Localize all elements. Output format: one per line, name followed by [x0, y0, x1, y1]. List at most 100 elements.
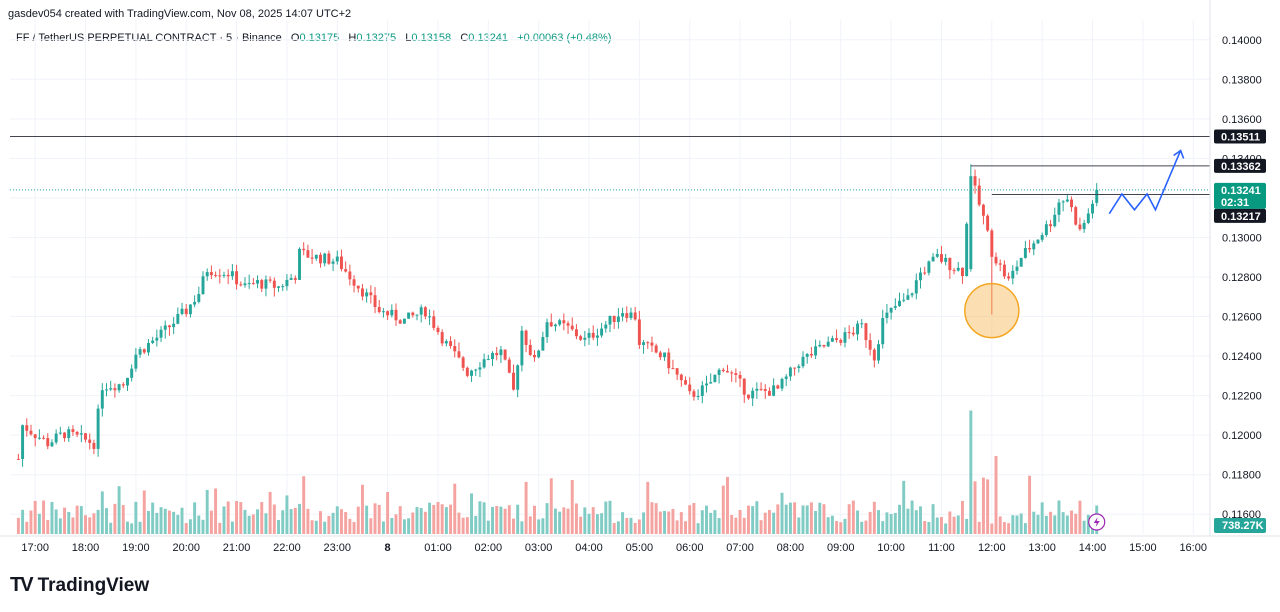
volume-bar [1015, 515, 1019, 534]
volume-bar [356, 506, 360, 534]
symbol-name[interactable]: FF / TetherUS PERPETUAL CONTRACT · 5 · B… [16, 32, 282, 44]
candle-body [751, 390, 755, 399]
volume-tag-bg [1214, 518, 1266, 533]
candle-body [721, 369, 725, 372]
candle-body [562, 320, 566, 324]
volume-bar [822, 504, 826, 534]
volume-bar [117, 486, 121, 534]
volume-bar [977, 521, 981, 534]
volume-bar [176, 514, 180, 534]
volume-bar [209, 510, 213, 534]
tradingview-logo[interactable]: TV TradingView [10, 574, 149, 597]
candle-body [352, 279, 356, 286]
candle-body [914, 280, 918, 294]
candle-body [235, 271, 239, 285]
candle-body [960, 267, 964, 277]
volume-bar [503, 508, 507, 534]
candle-body [755, 388, 759, 391]
candle-body [226, 274, 230, 277]
candle-body [155, 337, 159, 341]
high-label: H [348, 32, 357, 44]
candle-body [79, 433, 83, 435]
open-value: 0.13175 [299, 32, 340, 44]
volume-bar [184, 523, 188, 534]
volume-bar [935, 517, 939, 534]
volume-bar [1086, 514, 1090, 534]
close-label: C [460, 32, 469, 44]
candle-body [616, 316, 620, 322]
candle-body [826, 341, 830, 347]
candle-body [1091, 203, 1094, 214]
candle-body [797, 366, 801, 368]
time-tick-label: 8 [385, 542, 391, 554]
candle-body [256, 280, 260, 284]
volume-bar [226, 501, 230, 534]
volume-bar [205, 489, 209, 534]
candle-body [923, 272, 927, 274]
volume-bar [893, 512, 897, 534]
candle-body [604, 324, 608, 329]
candle-body [767, 390, 771, 396]
volume-bar [440, 504, 444, 534]
volume-bar [1028, 475, 1032, 534]
candle-body [96, 408, 100, 449]
candle-body [449, 341, 453, 347]
candle-body [268, 279, 272, 281]
projection-path[interactable] [1108, 150, 1182, 215]
volume-bar [637, 519, 641, 534]
candle-body [46, 438, 50, 447]
volume-tag: 738.27K [1222, 520, 1264, 532]
volume-bar [314, 520, 318, 534]
last-price-tag-bg [1214, 182, 1266, 209]
volume-bar [151, 502, 155, 534]
volume-bar [155, 512, 159, 534]
candle-body [1078, 224, 1082, 230]
volume-bar [566, 508, 570, 534]
volume-bar [675, 520, 679, 534]
candle-body [726, 371, 729, 373]
candle-body [117, 384, 121, 391]
price-tick-label: 0.12400 [1222, 351, 1262, 363]
time-tick-label: 06:00 [676, 542, 704, 554]
volume-bar [931, 504, 935, 534]
volume-bar [755, 501, 759, 534]
candle-body [444, 341, 448, 344]
candle-body [100, 390, 104, 409]
candle-body [84, 433, 87, 440]
candle-body [134, 354, 138, 369]
candle-body [877, 344, 880, 361]
candle-body [251, 283, 255, 285]
candle-body [1057, 202, 1061, 215]
volume-bar [272, 504, 276, 534]
candle-body [801, 356, 805, 367]
candle-body [16, 458, 20, 460]
candle-body [1011, 270, 1015, 279]
volume-bar [1078, 500, 1082, 534]
volume-bar [54, 509, 58, 534]
volume-bar [1002, 522, 1006, 534]
candle-body [113, 388, 117, 391]
highlight-circle[interactable] [964, 282, 1020, 339]
candle-body [323, 253, 327, 264]
volume-bar [851, 500, 855, 534]
volume-bar [432, 504, 436, 534]
volume-bar [373, 503, 377, 534]
time-tick-label: 23:00 [324, 542, 352, 554]
volume-bar [533, 505, 536, 534]
time-tick-label: 02:00 [475, 542, 503, 554]
candle-body [121, 384, 125, 386]
candle-body [1007, 276, 1011, 279]
candle-body [415, 314, 419, 316]
candle-body [1082, 222, 1086, 230]
volume-bar [776, 504, 780, 534]
candle-body [1074, 207, 1078, 225]
price-scale: 0.140000.138000.136000.134000.132000.130… [1209, 0, 1266, 536]
candle-body [159, 329, 163, 338]
candle-body [696, 395, 700, 397]
volume-bar [746, 505, 750, 534]
candle-body [386, 311, 390, 316]
volume-bar [319, 511, 322, 534]
candle-body [549, 322, 553, 327]
volume-bar [642, 512, 646, 534]
